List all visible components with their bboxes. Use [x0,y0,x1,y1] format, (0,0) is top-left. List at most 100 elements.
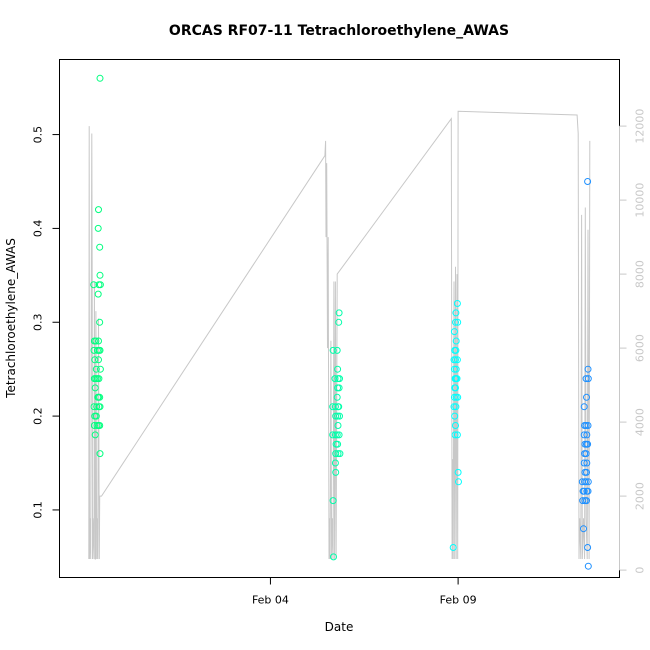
data-point [94,290,102,298]
data-point [95,337,102,345]
y-tick-label: 0.4 [32,220,45,238]
data-point [96,318,104,326]
data-point [331,403,339,411]
data-point [335,431,343,439]
data-point [329,346,337,354]
data-point [450,328,458,336]
data-point [96,422,104,429]
data-point [332,468,340,476]
x-axis-label: Date [325,620,354,634]
data-point [92,337,100,345]
data-point [96,393,104,401]
data-point [582,375,590,383]
data-point [580,431,588,439]
data-point [452,309,460,317]
altitude-series [88,110,591,560]
data-point [580,403,588,411]
y2-axis: 0 2000 4000 6000 8000 10000 12000 [619,109,647,574]
data-point [452,346,460,354]
data-point [96,365,104,373]
data-point [92,365,100,373]
data-point [451,412,459,420]
data-point [96,271,104,279]
y2-tick-label: 12000 [634,109,647,144]
data-point [454,393,462,401]
data-point [453,356,461,364]
data-point [335,318,343,326]
data-point [92,412,100,420]
data-point [454,468,462,476]
data-point [91,431,99,439]
data-point [94,393,102,401]
data-point [96,450,104,458]
data-point [452,422,459,429]
y-tick-label: 0.2 [32,407,45,425]
data-point [91,356,99,364]
y-tick-label: 0.3 [32,314,45,332]
data-point [584,178,592,185]
data-point [333,346,341,354]
data-point [584,365,592,373]
data-point [95,206,102,214]
data-point [333,393,341,401]
data-point [453,431,461,439]
data-point [334,365,342,373]
data-point [334,422,342,429]
data-point [455,478,462,486]
y-axis-label: Tetrachloroethylene_AWAS [4,238,18,399]
x-axis: Feb 04 Feb 09 [252,577,477,607]
data-point [96,403,104,411]
data-point [580,459,588,467]
data-point [453,375,461,383]
y2-tick-label: 10000 [634,183,647,218]
y2-tick-label: 0 [634,567,647,574]
data-point [335,309,343,317]
y2-tick-label: 4000 [634,408,647,436]
data-point [96,281,104,289]
data-point [584,562,592,570]
plot-area [59,59,620,578]
data-point [329,497,337,505]
data-point [336,412,343,420]
y2-tick-label: 2000 [634,482,647,510]
data-point [454,318,462,326]
data-point [334,450,342,458]
data-point [331,375,339,383]
data-point [93,346,101,354]
data-point [584,440,592,448]
data-point [336,450,344,458]
data-point [453,300,461,307]
data-point [96,243,104,251]
data-point [579,497,587,505]
x-tick-label: Feb 09 [440,594,477,607]
x-tick-label: Feb 04 [252,594,289,607]
data-point [452,403,460,411]
data-point [333,431,341,439]
y-tick-label: 0.5 [32,126,45,144]
data-point [584,375,592,383]
data-point [580,487,588,495]
data-point [452,384,459,392]
data-point [332,412,340,420]
data-point [452,365,460,373]
data-point [335,403,343,411]
y2-tick-label: 6000 [634,334,647,362]
altitude-line [88,110,591,560]
data-point [91,384,99,392]
data-point [93,403,101,411]
data-point [584,487,592,495]
data-point [334,440,342,448]
data-point [582,422,590,429]
data-point [451,431,459,439]
data-point [449,544,457,551]
data-point [336,375,343,383]
data-point [582,478,590,486]
data-point [584,422,592,429]
data-point [583,468,590,476]
chart-title: ORCAS RF07-11 Tetrachloroethylene_AWAS [169,23,509,39]
y-axis: 0.1 0.2 0.3 0.4 0.5 [32,126,60,519]
data-point [452,337,460,345]
data-point [94,224,102,232]
data-point [335,384,343,392]
